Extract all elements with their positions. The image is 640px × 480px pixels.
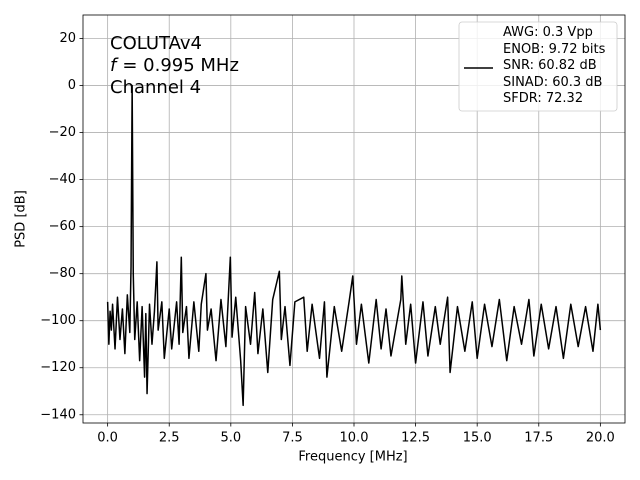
- plot-frame: [82, 14, 626, 424]
- x-tick-label: 7.5: [282, 431, 303, 446]
- x-tick-label: 10.0: [340, 431, 369, 446]
- y-tick-label: −100: [40, 313, 76, 328]
- x-tick-label: 5.0: [220, 431, 241, 446]
- y-tick-label: −40: [49, 172, 76, 187]
- x-tick-label: 12.5: [401, 431, 430, 446]
- y-tick-label: 0: [68, 78, 76, 93]
- y-axis-label: PSD [dB]: [14, 190, 29, 248]
- x-tick-label: 2.5: [159, 431, 180, 446]
- annotation: COLUTAv4: [110, 33, 202, 54]
- annotation-symbol: f: [110, 55, 119, 76]
- y-tick-label: −120: [40, 360, 76, 375]
- x-tick-label: 17.5: [524, 431, 553, 446]
- x-tick-label: 20.0: [586, 431, 615, 446]
- data-line: [106, 84, 602, 407]
- y-tick-label: −80: [49, 266, 76, 281]
- legend-label: AWG: 0.3 Vpp ENOB: 9.72 bits SNR: 60.82 …: [503, 25, 606, 107]
- y-tick-label: −20: [49, 125, 76, 140]
- x-axis-label: Frequency [MHz]: [298, 450, 407, 465]
- x-tick-label: 15.0: [463, 431, 492, 446]
- annotation: f = 0.995 MHz: [110, 55, 239, 76]
- y-tick-label: −140: [40, 407, 76, 422]
- y-tick-label: −60: [49, 219, 76, 234]
- annotation: = 0.995 MHz: [122, 55, 239, 76]
- legend-box: [458, 21, 618, 112]
- y-tick-label: 20: [59, 31, 76, 46]
- annotation: Channel 4: [110, 77, 201, 98]
- x-tick-label: 0.0: [97, 431, 118, 446]
